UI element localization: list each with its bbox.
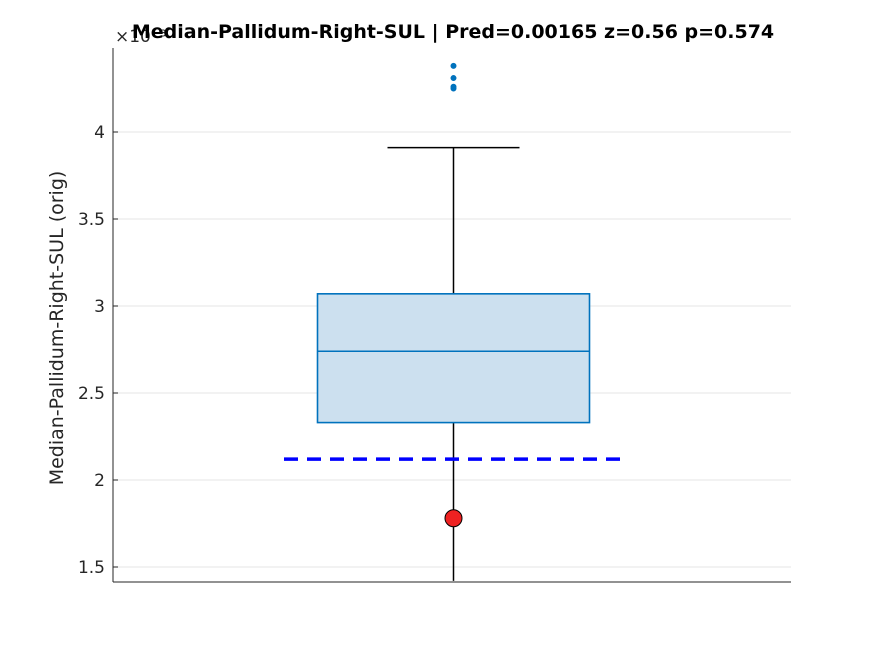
- y-tick-label: 4: [94, 123, 105, 143]
- y-axis-label: Median-Pallidum-Right-SUL (orig): [46, 171, 68, 486]
- axes: [112, 48, 791, 583]
- plot-area: [284, 62, 623, 581]
- y-tick-label: 3: [94, 297, 105, 317]
- outlier-point: [450, 83, 457, 90]
- y-tick-label: 1.5: [78, 558, 105, 578]
- y-tick-label: 2.5: [78, 384, 105, 404]
- chart-title: Median-Pallidum-Right-SUL | Pred=0.00165…: [132, 21, 774, 43]
- outlier-point: [450, 62, 457, 69]
- y-tick-labels: 1.5 2 2.5 3 3.5 4: [78, 123, 118, 578]
- subject-marker: [444, 509, 463, 528]
- y-tick-label: 3.5: [78, 210, 105, 230]
- y-tick-label: 2: [94, 471, 105, 491]
- outlier-point: [450, 75, 457, 82]
- iqr-box: [316, 293, 591, 424]
- y-exponent-label: ×10⁻³: [115, 27, 167, 47]
